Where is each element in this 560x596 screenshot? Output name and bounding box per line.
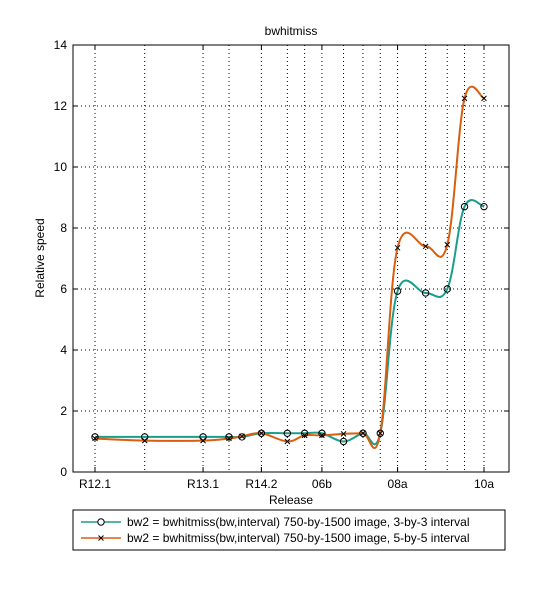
marker-stroke xyxy=(461,95,468,102)
marker-stroke xyxy=(377,430,384,437)
marker-stroke xyxy=(340,431,347,437)
marker-stroke xyxy=(444,241,451,248)
series-2-point xyxy=(284,438,291,445)
y-tick-label: 4 xyxy=(60,343,67,357)
marker-stroke xyxy=(226,435,232,442)
series-1-point xyxy=(300,429,309,437)
grid xyxy=(73,45,509,472)
x-tick-label: R13.1 xyxy=(187,477,219,491)
series-layer xyxy=(91,85,488,450)
series-2-point xyxy=(394,244,401,251)
series-1-point xyxy=(339,437,348,446)
x-tick-label: 08a xyxy=(388,477,408,491)
legend-marker-1 xyxy=(97,518,105,526)
x-tick-label: R12.1 xyxy=(79,477,111,491)
series-1-point xyxy=(318,429,326,437)
y-tick-label: 12 xyxy=(54,99,68,113)
legend-items: bw2 = bwhitmiss(bw,interval) 750-by-1500… xyxy=(81,515,470,545)
marker-stroke xyxy=(319,432,325,439)
series-1-point xyxy=(376,429,384,437)
y-tick-label: 14 xyxy=(54,38,68,52)
y-tick-label: 6 xyxy=(60,282,67,296)
marker-stroke xyxy=(394,244,401,251)
y-tick-label: 8 xyxy=(60,221,67,235)
series-2-point xyxy=(360,430,366,437)
series-1-point xyxy=(257,429,266,437)
marker-stroke xyxy=(92,435,98,442)
series-1-line xyxy=(95,199,485,446)
legend-marker-2 xyxy=(98,535,104,541)
legend-box xyxy=(72,509,506,551)
series-1-point xyxy=(91,433,99,441)
marker-stroke xyxy=(301,432,308,439)
series-2-point xyxy=(340,431,347,437)
series-1-point xyxy=(283,429,292,437)
series-2-point xyxy=(92,435,98,442)
series-1-point xyxy=(421,289,430,297)
x-tick-label: 06b xyxy=(312,477,332,491)
series-2-point xyxy=(258,430,265,437)
x-axis: R12.1 R13.1 R14.2 06b 08a 10a xyxy=(79,45,494,491)
chart-title: bwhitmiss xyxy=(265,24,318,38)
marker-stroke xyxy=(258,430,265,437)
series-2-point xyxy=(141,437,148,444)
legend-label-2: bw2 = bwhitmiss(bw,interval) 750-by-1500… xyxy=(127,531,470,545)
y-tick-label: 10 xyxy=(54,160,68,174)
legend-label-1: bw2 = bwhitmiss(bw,interval) 750-by-1500… xyxy=(127,515,470,529)
series-2-point xyxy=(200,437,206,444)
x-tick-label: R14.2 xyxy=(245,477,277,491)
series-1-point xyxy=(460,202,469,211)
series-1-point xyxy=(238,433,246,441)
plot-frame xyxy=(72,44,510,473)
series-1-point xyxy=(480,202,488,211)
series-1-point xyxy=(359,429,367,437)
marker-stroke xyxy=(141,437,148,444)
plot-area xyxy=(73,45,509,472)
marker-stroke xyxy=(239,433,245,440)
x-axis-label: Release xyxy=(269,493,313,507)
series-2-point xyxy=(377,430,384,437)
series-2-point xyxy=(422,243,429,250)
y-axis-label: Relative speed xyxy=(33,218,47,297)
series-1-point xyxy=(443,285,451,293)
series-2-point xyxy=(319,432,325,439)
series-1-point xyxy=(225,433,233,441)
marker-stroke xyxy=(422,243,429,250)
marker-stroke xyxy=(200,437,206,444)
marker-stroke xyxy=(360,430,366,437)
series-2-point xyxy=(461,95,468,102)
y-axis: 0 2 4 6 8 10 12 14 xyxy=(54,38,509,479)
series-2-point xyxy=(481,95,487,102)
marker-stroke xyxy=(284,438,291,445)
series-2-point xyxy=(239,433,245,440)
marker-stroke xyxy=(481,95,487,102)
legend: bw2 = bwhitmiss(bw,interval) 750-by-1500… xyxy=(72,509,506,551)
x-tick-label: 10a xyxy=(474,477,494,491)
series-1-point xyxy=(393,287,402,295)
series-2-point xyxy=(226,435,232,442)
y-tick-label: 0 xyxy=(60,465,67,479)
series-2-point xyxy=(444,241,451,248)
series-2-point xyxy=(301,432,308,439)
y-tick-label: 2 xyxy=(60,404,67,418)
